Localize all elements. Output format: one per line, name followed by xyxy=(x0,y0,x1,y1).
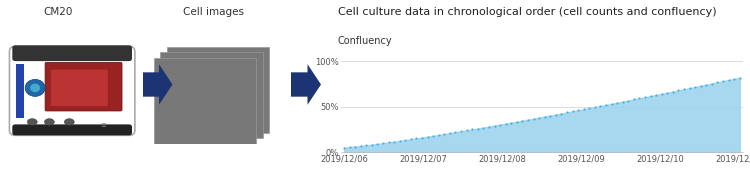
Point xyxy=(605,103,617,105)
Point xyxy=(566,110,578,113)
Point xyxy=(533,116,545,119)
Point xyxy=(662,91,674,94)
Text: Confluency: Confluency xyxy=(338,36,392,46)
Point xyxy=(444,132,456,135)
Polygon shape xyxy=(142,64,172,105)
Point xyxy=(561,111,573,114)
Point xyxy=(678,88,690,91)
FancyBboxPatch shape xyxy=(10,46,135,135)
Point xyxy=(589,106,601,108)
Point xyxy=(455,130,467,133)
Point xyxy=(628,98,640,101)
Point xyxy=(360,144,372,147)
Point xyxy=(472,127,484,130)
Point xyxy=(344,146,355,149)
Point xyxy=(422,135,434,138)
Point xyxy=(366,143,378,146)
Ellipse shape xyxy=(44,119,54,125)
FancyBboxPatch shape xyxy=(12,45,132,61)
Point xyxy=(717,80,729,83)
Point xyxy=(734,76,746,79)
Point xyxy=(483,125,495,128)
Point xyxy=(722,79,734,81)
Point xyxy=(405,138,417,141)
Point xyxy=(377,142,389,144)
Point xyxy=(634,97,646,100)
Point xyxy=(611,101,623,104)
Text: Cell images: Cell images xyxy=(183,7,244,17)
Point xyxy=(538,115,550,118)
Ellipse shape xyxy=(26,79,45,96)
Point xyxy=(410,137,422,140)
Point xyxy=(433,134,445,136)
Point xyxy=(673,89,685,92)
FancyBboxPatch shape xyxy=(45,62,122,111)
FancyBboxPatch shape xyxy=(166,47,269,133)
FancyBboxPatch shape xyxy=(160,52,262,138)
Point xyxy=(656,92,668,95)
FancyBboxPatch shape xyxy=(154,58,256,144)
Point xyxy=(371,143,383,145)
Ellipse shape xyxy=(27,119,38,125)
Point xyxy=(427,135,439,137)
Point xyxy=(689,86,701,88)
Point xyxy=(683,87,695,90)
Point xyxy=(644,95,656,98)
Point xyxy=(556,112,568,115)
Point xyxy=(477,126,489,129)
Point xyxy=(522,118,534,121)
FancyBboxPatch shape xyxy=(12,124,132,135)
FancyBboxPatch shape xyxy=(51,70,108,106)
Point xyxy=(712,81,724,84)
Point xyxy=(355,145,367,147)
Point xyxy=(394,140,406,142)
Point xyxy=(460,129,472,132)
Point xyxy=(382,141,394,144)
Point xyxy=(488,124,500,127)
Point xyxy=(500,122,512,125)
Text: CM20: CM20 xyxy=(44,7,74,17)
Point xyxy=(338,146,350,149)
Point xyxy=(516,119,528,122)
Point xyxy=(578,108,590,111)
Point xyxy=(449,131,461,134)
Point xyxy=(639,96,651,99)
Point xyxy=(494,123,506,126)
Point xyxy=(527,117,539,120)
Point xyxy=(595,105,607,107)
Point xyxy=(667,90,679,93)
Text: Cell culture data in chronological order (cell counts and confluency): Cell culture data in chronological order… xyxy=(338,7,716,17)
Point xyxy=(550,113,562,116)
Point xyxy=(416,136,428,139)
Point xyxy=(694,84,706,87)
Point xyxy=(399,139,411,141)
Point xyxy=(350,145,361,148)
Point xyxy=(706,82,718,85)
Point xyxy=(438,133,450,135)
Point xyxy=(650,94,662,96)
Point xyxy=(700,83,712,86)
Ellipse shape xyxy=(30,84,40,92)
Point xyxy=(466,128,478,131)
Point xyxy=(600,104,612,106)
FancyBboxPatch shape xyxy=(16,64,25,118)
Point xyxy=(506,121,518,124)
Point xyxy=(728,78,740,80)
Point xyxy=(572,109,584,112)
Text: ≡: ≡ xyxy=(100,123,106,129)
Point xyxy=(511,120,523,123)
Point xyxy=(616,100,628,103)
Point xyxy=(544,114,556,117)
Ellipse shape xyxy=(64,119,74,125)
Point xyxy=(388,140,400,143)
Point xyxy=(622,99,634,102)
Polygon shape xyxy=(291,64,321,105)
Point xyxy=(584,107,596,110)
